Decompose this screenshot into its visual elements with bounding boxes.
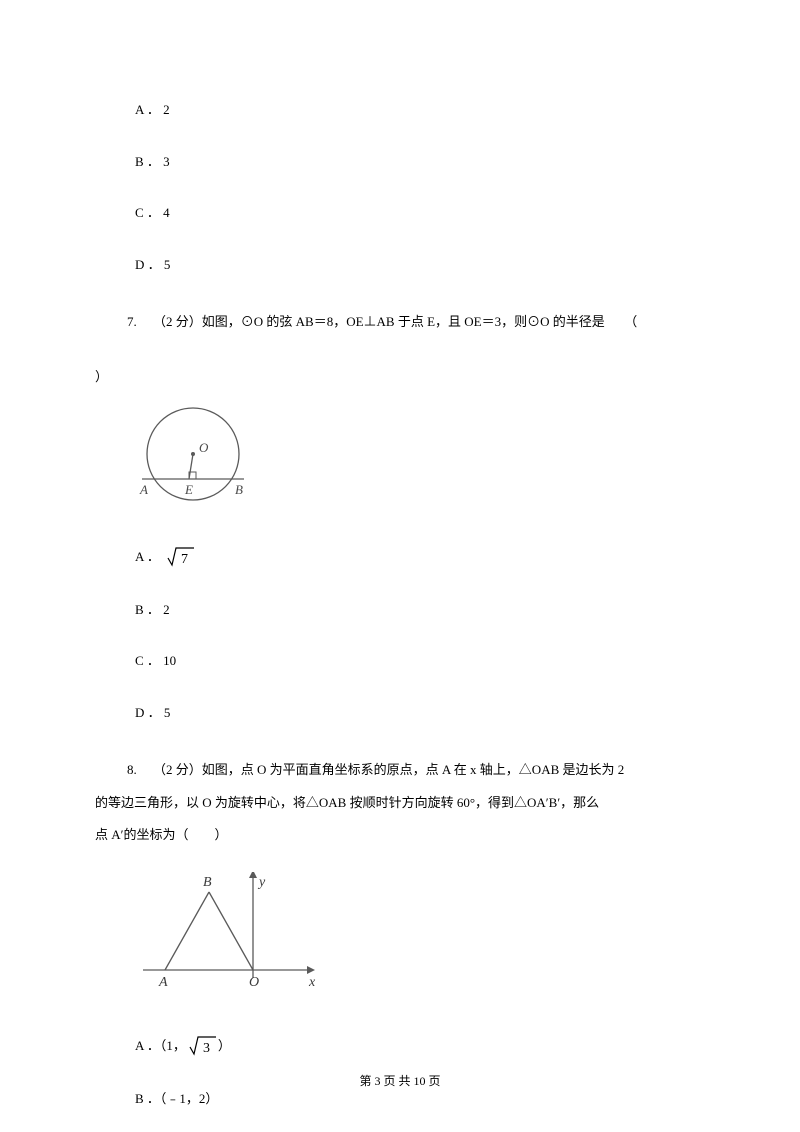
q8-figure: x y O A B xyxy=(135,872,705,1008)
q8-line3: 点 A′的坐标为（ ） xyxy=(95,819,705,852)
q6-option-a: A ． 2 xyxy=(95,100,705,120)
q8-text: 8. （2 分）如图，点 O 为平面直角坐标系的原点，点 A 在 x 轴上，△O… xyxy=(95,754,705,852)
q8-option-a-prefix: A ．（1， xyxy=(135,1036,186,1056)
q8-option-a-suffix: ） xyxy=(218,1036,231,1056)
sqrt-icon: 7 xyxy=(166,546,196,568)
q7-option-a: A ． 7 xyxy=(95,546,705,568)
q6-option-d: D ． 5 xyxy=(95,255,705,275)
q7-option-d: D ． 5 xyxy=(95,703,705,723)
svg-text:7: 7 xyxy=(181,552,188,567)
q8-option-b: B ．（﹣1，2） xyxy=(95,1089,705,1109)
q7-figure: O A B E xyxy=(135,404,705,518)
q8-option-a: A ．（1， 3 ） xyxy=(95,1035,705,1057)
page-footer: 第 3 页 共 10 页 xyxy=(0,1072,800,1090)
svg-text:A: A xyxy=(139,482,148,497)
q6-option-c: C ． 4 xyxy=(95,203,705,223)
q8-line2: 的等边三角形，以 O 为旋转中心，将△OAB 按顺时针方向旋转 60°，得到△O… xyxy=(95,787,705,820)
svg-text:E: E xyxy=(184,482,193,497)
svg-text:y: y xyxy=(257,875,266,890)
q7-option-c: C ． 10 xyxy=(95,651,705,671)
q7-text: 7. （2 分）如图，⊙O 的弦 AB＝8，OE⊥AB 于点 E，且 OE＝3，… xyxy=(95,306,705,339)
svg-text:3: 3 xyxy=(203,1041,210,1056)
svg-text:B: B xyxy=(203,875,212,890)
q7-option-b: B ． 2 xyxy=(95,600,705,620)
q6-option-b: B ． 3 xyxy=(95,152,705,172)
svg-text:x: x xyxy=(308,975,316,990)
svg-text:B: B xyxy=(235,482,243,497)
q7-option-a-prefix: A ． xyxy=(135,547,160,567)
sqrt-icon: 3 xyxy=(188,1035,218,1057)
svg-text:O: O xyxy=(249,975,259,990)
q8-line1: 8. （2 分）如图，点 O 为平面直角坐标系的原点，点 A 在 x 轴上，△O… xyxy=(95,754,705,787)
svg-text:O: O xyxy=(199,440,209,455)
svg-text:A: A xyxy=(158,975,168,990)
q7-close-paren: ） xyxy=(95,367,705,387)
